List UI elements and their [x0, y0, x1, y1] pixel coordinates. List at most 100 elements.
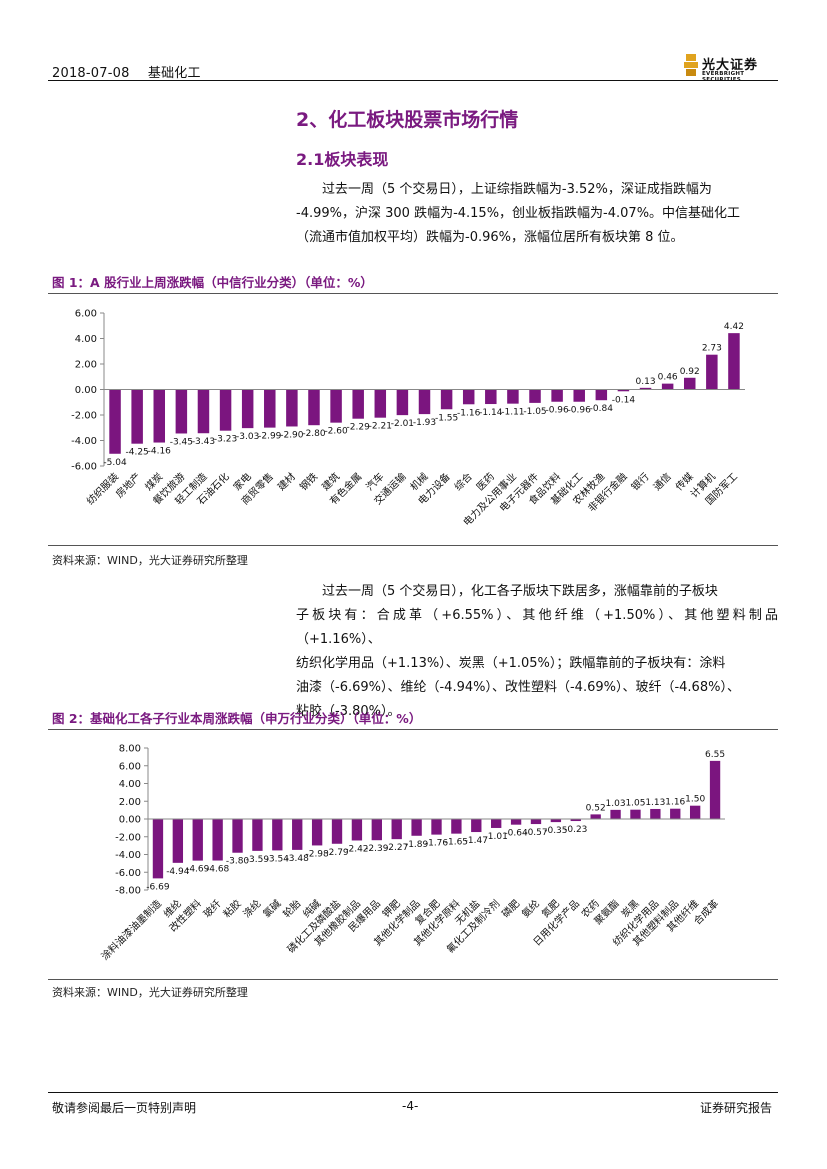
data-label: -2.99 — [258, 432, 282, 442]
data-label: -1.14 — [479, 408, 503, 418]
x-category-label: 氯碱 — [260, 897, 283, 920]
bar — [241, 389, 254, 429]
footer-report-type: 证券研究报告 — [700, 1101, 773, 1115]
paragraph-1-line: 过去一周（5 个交易日），上证综指跌幅为-3.52%，深证成指跌幅为 — [322, 182, 712, 197]
bar — [131, 389, 143, 444]
x-category-label: 磷肥 — [499, 897, 522, 920]
y-tick-label: -6.00 — [71, 462, 97, 473]
bar — [529, 389, 541, 403]
data-label: -2.60 — [324, 427, 348, 437]
y-tick-label: 0.00 — [75, 385, 97, 396]
paragraph-1-line: （流通市值加权平均）跌幅为-0.96%，涨幅位居所有板块第 8 位。 — [296, 230, 684, 245]
bar — [507, 389, 519, 404]
y-tick-label: -4.00 — [115, 850, 141, 861]
page-number: -4- — [402, 1099, 419, 1113]
figure-2-chart: 8.00 6.00 4.00 2.00 0.00 -2.00 -4.00 -6.00 -8.00… — [98, 744, 725, 963]
report-sector: 基础化工 — [147, 66, 201, 81]
bar — [728, 333, 740, 390]
figure-1-source: 资料来源：WIND，光大证券研究所整理 — [52, 554, 248, 567]
bar — [650, 808, 661, 819]
data-label: 0.46 — [658, 373, 678, 383]
bar — [197, 389, 210, 434]
data-label: 4.42 — [724, 322, 744, 332]
paragraph-2-line: 纺织化学用品（+1.13%）、炭黑（+1.05%）；跌幅靠前的子板块有：涂料 — [296, 656, 726, 671]
x-category-label: 氨纶 — [519, 897, 542, 920]
y-tick-label: 0.00 — [119, 815, 141, 826]
report-date: 2018-07-08 — [52, 66, 130, 81]
data-label: -2.90 — [280, 430, 304, 440]
section-title: 2、化工板块股票市场行情 — [296, 109, 519, 131]
bar — [440, 389, 453, 410]
bar — [352, 389, 364, 419]
bar — [595, 389, 608, 401]
data-label: -1.93 — [413, 418, 436, 428]
bar — [485, 389, 497, 405]
y-tick-label: -4.00 — [71, 436, 97, 447]
data-label: -2.01 — [391, 419, 414, 429]
data-label: -2.42 — [345, 844, 368, 854]
bar — [670, 808, 681, 819]
data-label: 1.16 — [665, 798, 685, 808]
bar — [709, 760, 721, 819]
data-label: -3.23 — [214, 435, 237, 445]
y-tick-label: 2.00 — [75, 360, 97, 371]
data-label: -4.16 — [148, 447, 172, 457]
data-label: -2.29 — [347, 423, 371, 433]
data-label: -2.21 — [369, 422, 392, 432]
bar — [550, 819, 562, 823]
report-header: 2018-07-08 基础化工 — [52, 62, 215, 81]
y-tick-label: -6.00 — [115, 868, 141, 879]
x-category-label: 粘胶 — [220, 897, 243, 920]
y-tick-label: 4.00 — [75, 334, 97, 345]
data-label: 1.50 — [685, 795, 705, 805]
figure-1-title: 图 1：A 股行业上周涨跌幅（中信行业分类）（单位：%） — [52, 275, 373, 290]
data-label: -0.23 — [564, 825, 587, 835]
footer-rule — [48, 1092, 778, 1093]
bar — [311, 819, 323, 846]
data-label: -3.59 — [246, 855, 270, 865]
logo-mark-icon — [684, 54, 698, 76]
data-label: -3.80 — [226, 857, 250, 867]
bar — [706, 354, 718, 390]
y-tick-label: -8.00 — [115, 886, 141, 897]
data-label: -4.68 — [206, 865, 230, 875]
data-label: -0.84 — [590, 404, 614, 414]
data-label: -0.96 — [568, 406, 592, 416]
bar — [610, 809, 621, 819]
bar — [175, 389, 188, 434]
data-label: -0.14 — [612, 395, 636, 405]
x-category-label: 玻纤 — [200, 897, 223, 920]
x-category-label: 涂料油漆油墨制造 — [98, 897, 164, 963]
x-category-label: 钢铁 — [297, 470, 320, 493]
bar — [371, 819, 382, 841]
figure-1-bottom-rule — [48, 545, 778, 546]
bar — [590, 814, 601, 819]
x-category-label: 轮胎 — [280, 897, 303, 920]
bar — [431, 819, 442, 835]
company-logo: 光大证券 EVERBRIGHT SECURITIES — [684, 54, 784, 83]
data-label: -6.69 — [146, 882, 170, 892]
bar — [689, 805, 701, 819]
header-rule — [48, 80, 778, 81]
paragraph-1: 过去一周（5 个交易日），上证综指跌幅为-3.52%，深证成指跌幅为 -4.99… — [296, 178, 778, 250]
bar — [272, 819, 283, 851]
figure-2-source: 资料来源：WIND，光大证券研究所整理 — [52, 986, 248, 999]
logo-en: EVERBRIGHT SECURITIES — [702, 71, 745, 83]
bar — [192, 819, 203, 861]
paragraph-2-line: 过去一周（5 个交易日），化工各子版块下跌居多，涨幅靠前的子板块 — [322, 584, 718, 599]
logo-cn: 光大证券 — [702, 58, 759, 73]
bar — [172, 819, 184, 863]
bar — [411, 819, 422, 836]
y-tick-label: -2.00 — [71, 411, 97, 422]
bar — [570, 819, 581, 822]
data-label: -1.65 — [445, 838, 468, 848]
bar — [351, 819, 363, 841]
bar — [451, 819, 462, 834]
data-label: -3.45 — [170, 437, 193, 447]
bar — [630, 809, 641, 819]
data-label: 1.05 — [625, 799, 645, 809]
bar — [153, 389, 166, 443]
data-label: -1.05 — [523, 407, 546, 417]
y-tick-label: 6.00 — [119, 761, 141, 772]
bar — [530, 819, 542, 825]
